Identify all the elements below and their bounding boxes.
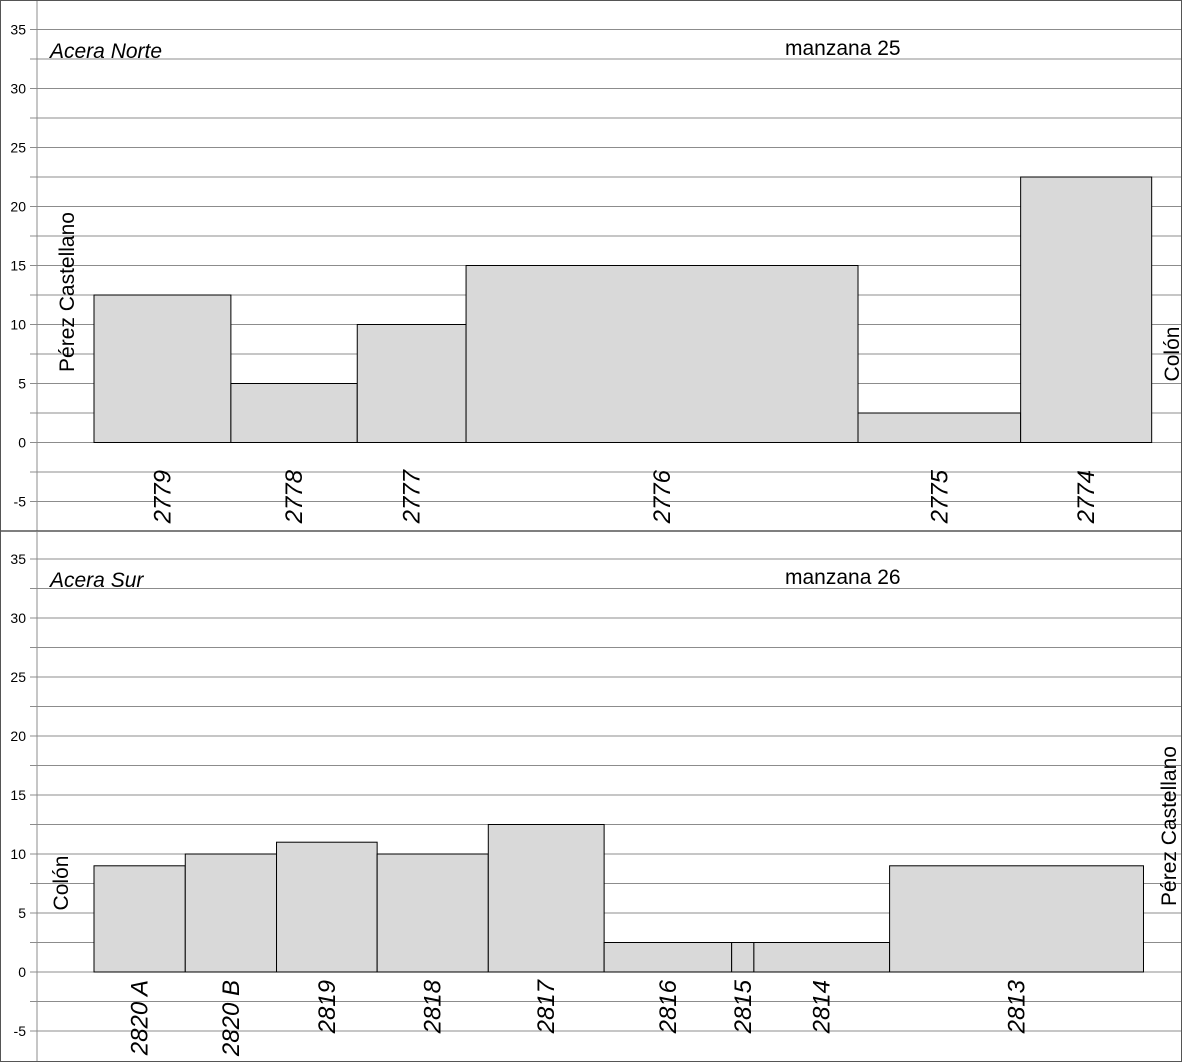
bar-label: 2777 xyxy=(399,468,426,524)
panel-title: manzana 26 xyxy=(785,566,901,589)
y-tick-label: 35 xyxy=(10,22,26,38)
y-tick-label: 0 xyxy=(18,435,26,451)
bar-2820-b xyxy=(184,853,278,973)
acera-norte-panel: 35 30 25 20 15 10 5 0 -5 2779 2778 2777 2776 2775 2774… xyxy=(10,1,1182,532)
bar-2774 xyxy=(1020,176,1153,443)
y-tick-label: 10 xyxy=(10,317,26,333)
bar-label: 2814 xyxy=(809,980,836,1034)
y-tick-label: 15 xyxy=(10,787,26,803)
bar-2775 xyxy=(857,412,1022,443)
y-tick-label: 15 xyxy=(10,258,26,274)
y-tick-label: 30 xyxy=(10,610,26,626)
bar-2776 xyxy=(465,265,859,443)
bar-label: 2778 xyxy=(281,469,308,524)
bar-2815 xyxy=(731,942,755,973)
bar-2813 xyxy=(889,865,1144,973)
bar-2779 xyxy=(93,294,232,443)
bar-2777 xyxy=(356,324,467,443)
right-street-label: Colón xyxy=(1161,327,1182,382)
y-tick-label: 5 xyxy=(18,376,26,392)
bar-label: 2775 xyxy=(926,469,953,524)
y-tick-label: 35 xyxy=(10,551,26,567)
bar-label: 2813 xyxy=(1004,979,1031,1034)
bar-label: 2820 A xyxy=(127,980,154,1056)
panel-subtitle: Acera Sur xyxy=(48,569,144,592)
bar-2820-a xyxy=(93,865,186,973)
panel-subtitle: Acera Norte xyxy=(48,40,162,63)
right-street-label: Pérez Castellano xyxy=(1158,746,1181,906)
y-tick-label: 10 xyxy=(10,846,26,862)
y-tick-label: 25 xyxy=(10,140,26,156)
y-tick-label: -5 xyxy=(14,1023,27,1039)
bar-2817 xyxy=(487,824,605,973)
bar-2819 xyxy=(276,841,378,973)
bar-label: 2817 xyxy=(533,978,560,1034)
acera-sur-panel: 35 30 25 20 15 10 5 0 -5 2820 A 2820 B 2819 2818 2817… xyxy=(10,532,1182,1061)
y-tick-label: 0 xyxy=(18,964,26,980)
left-street-label: Pérez Castellano xyxy=(56,212,79,372)
y-tick-label: 30 xyxy=(10,81,26,97)
y-tick-label: 25 xyxy=(10,669,26,685)
bar-label: 2815 xyxy=(730,979,757,1034)
bar-label: 2820 B xyxy=(218,980,245,1057)
panel-title: manzana 25 xyxy=(785,37,901,60)
bar-label: 2819 xyxy=(314,980,341,1034)
bar-2818 xyxy=(376,853,489,973)
bar-label: 2779 xyxy=(149,470,176,524)
bar-label: 2818 xyxy=(420,979,447,1034)
bar-label: 2776 xyxy=(649,469,676,524)
y-tick-label: 20 xyxy=(10,728,26,744)
bar-2778 xyxy=(230,383,358,443)
y-tick-label: 5 xyxy=(18,905,26,921)
y-tick-label: 20 xyxy=(10,199,26,215)
bar-label: 2774 xyxy=(1073,470,1100,524)
bar-2814 xyxy=(753,942,891,973)
bar-2816 xyxy=(603,942,733,973)
y-tick-label: -5 xyxy=(14,494,27,510)
bar-label: 2816 xyxy=(655,979,682,1034)
left-street-label: Colón xyxy=(50,856,73,911)
